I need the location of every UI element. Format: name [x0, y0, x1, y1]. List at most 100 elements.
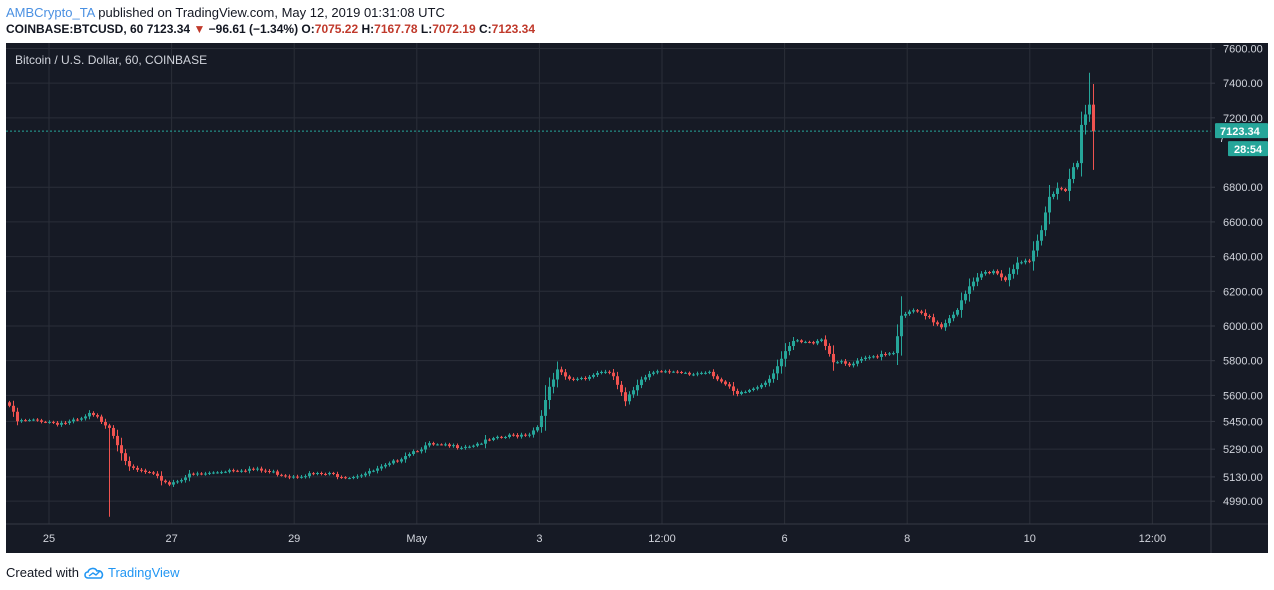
time-tick-label: 8	[904, 533, 910, 545]
candle-body	[252, 468, 255, 470]
candle-body	[992, 271, 995, 274]
candle-body	[520, 434, 523, 437]
candle-body	[704, 372, 707, 374]
candle-body	[492, 438, 495, 440]
candle-body	[688, 372, 691, 375]
price-axis[interactable]: 7600.00 7400.00 7200.00 6800.00 6600.00 6400.…	[1211, 43, 1263, 508]
candle-body	[872, 356, 875, 358]
candle-body	[396, 460, 399, 462]
candle-body	[384, 464, 387, 467]
tradingview-logo[interactable]: TradingView	[83, 565, 180, 580]
candle-body	[72, 419, 75, 422]
candle-body	[448, 444, 451, 447]
candle-body	[772, 373, 775, 379]
candle-body	[480, 443, 483, 445]
candle-body	[172, 482, 175, 485]
candle-body	[632, 390, 635, 395]
candle-body	[540, 415, 543, 428]
low-label: L:	[420, 22, 433, 36]
candle-body	[260, 468, 263, 471]
candle-body	[1068, 178, 1071, 191]
candle-body	[28, 420, 31, 422]
candle-body	[596, 372, 599, 375]
candle-body	[152, 472, 155, 474]
candle-body	[1028, 260, 1031, 262]
candle-body	[936, 322, 939, 325]
candle-body	[168, 482, 171, 485]
candle-body	[840, 361, 843, 363]
candle-body	[364, 473, 367, 476]
candle-body	[648, 373, 651, 378]
candle-body	[592, 374, 595, 377]
candle-body	[764, 382, 767, 385]
candle-body	[348, 478, 351, 480]
price-tick-label: 5600.00	[1223, 390, 1263, 402]
price-change: −96.61 (−1.34%)	[208, 22, 299, 36]
candle-body	[1064, 189, 1067, 191]
candle-body	[132, 466, 135, 468]
candle-body	[956, 309, 959, 315]
candle-body	[188, 473, 191, 478]
candle-body	[604, 371, 607, 373]
candle-body	[672, 371, 675, 373]
countdown-tag	[1228, 141, 1268, 157]
candle-body	[588, 376, 591, 379]
price-tick-label: 6000.00	[1223, 321, 1263, 333]
price-tick-label: 6400.00	[1223, 252, 1263, 264]
candle-body	[336, 474, 339, 478]
candle-body	[380, 466, 383, 469]
candle-body	[1056, 188, 1059, 194]
candle-body	[780, 358, 783, 367]
candle-body	[332, 472, 335, 475]
candle-body	[508, 434, 511, 438]
candle-body	[100, 416, 103, 422]
candle-body	[988, 271, 991, 274]
candle-body	[228, 470, 231, 472]
candle-body	[36, 419, 39, 421]
candle-body	[128, 461, 131, 467]
candle-body	[456, 445, 459, 449]
candle-body	[44, 421, 47, 423]
candle-body	[200, 473, 203, 475]
price-tick-label: 5450.00	[1223, 416, 1263, 428]
candle-body	[828, 345, 831, 354]
candle-body	[500, 436, 503, 438]
candle-body	[204, 473, 207, 475]
price-chart[interactable]: 7600.00 7400.00 7200.00 6800.00 6600.00 6400.…	[6, 43, 1274, 553]
candle-body	[1060, 188, 1063, 190]
price-tick-label: 6600.00	[1223, 217, 1263, 229]
low-value: 7072.19	[432, 22, 476, 36]
candle-body	[1084, 114, 1087, 125]
hidden-tick-fragment: 7	[1219, 133, 1225, 145]
candle-body	[856, 360, 859, 364]
candle-body	[1052, 193, 1055, 197]
candle-body	[908, 311, 911, 314]
candle-body	[948, 318, 951, 324]
candle-body	[616, 376, 619, 385]
candle-body	[968, 286, 971, 294]
author-link[interactable]: AMBCrypto_TA	[6, 5, 95, 20]
candle-body	[896, 336, 899, 354]
close-value: 7123.34	[491, 22, 536, 36]
candle-body	[920, 311, 923, 313]
candle-body	[280, 474, 283, 476]
candle-body	[472, 445, 475, 447]
candle-body	[444, 444, 447, 446]
candle-body	[304, 476, 307, 478]
candle-body	[848, 363, 851, 366]
candle-body	[796, 340, 799, 342]
chart-frame[interactable]: 7600.00 7400.00 7200.00 6800.00 6600.00 6400.…	[6, 43, 1274, 553]
candles	[8, 72, 1095, 517]
candle-body	[84, 416, 87, 419]
candle-body	[352, 476, 355, 479]
candle-body	[836, 362, 839, 364]
candle-body	[1080, 124, 1083, 164]
candle-body	[800, 340, 803, 343]
candle-body	[24, 420, 27, 422]
candle-body	[812, 342, 815, 344]
candle-body	[460, 447, 463, 449]
price-tick-label: 5130.00	[1223, 472, 1263, 484]
candle-body	[860, 359, 863, 361]
candle-body	[784, 351, 787, 359]
candle-body	[488, 439, 491, 441]
